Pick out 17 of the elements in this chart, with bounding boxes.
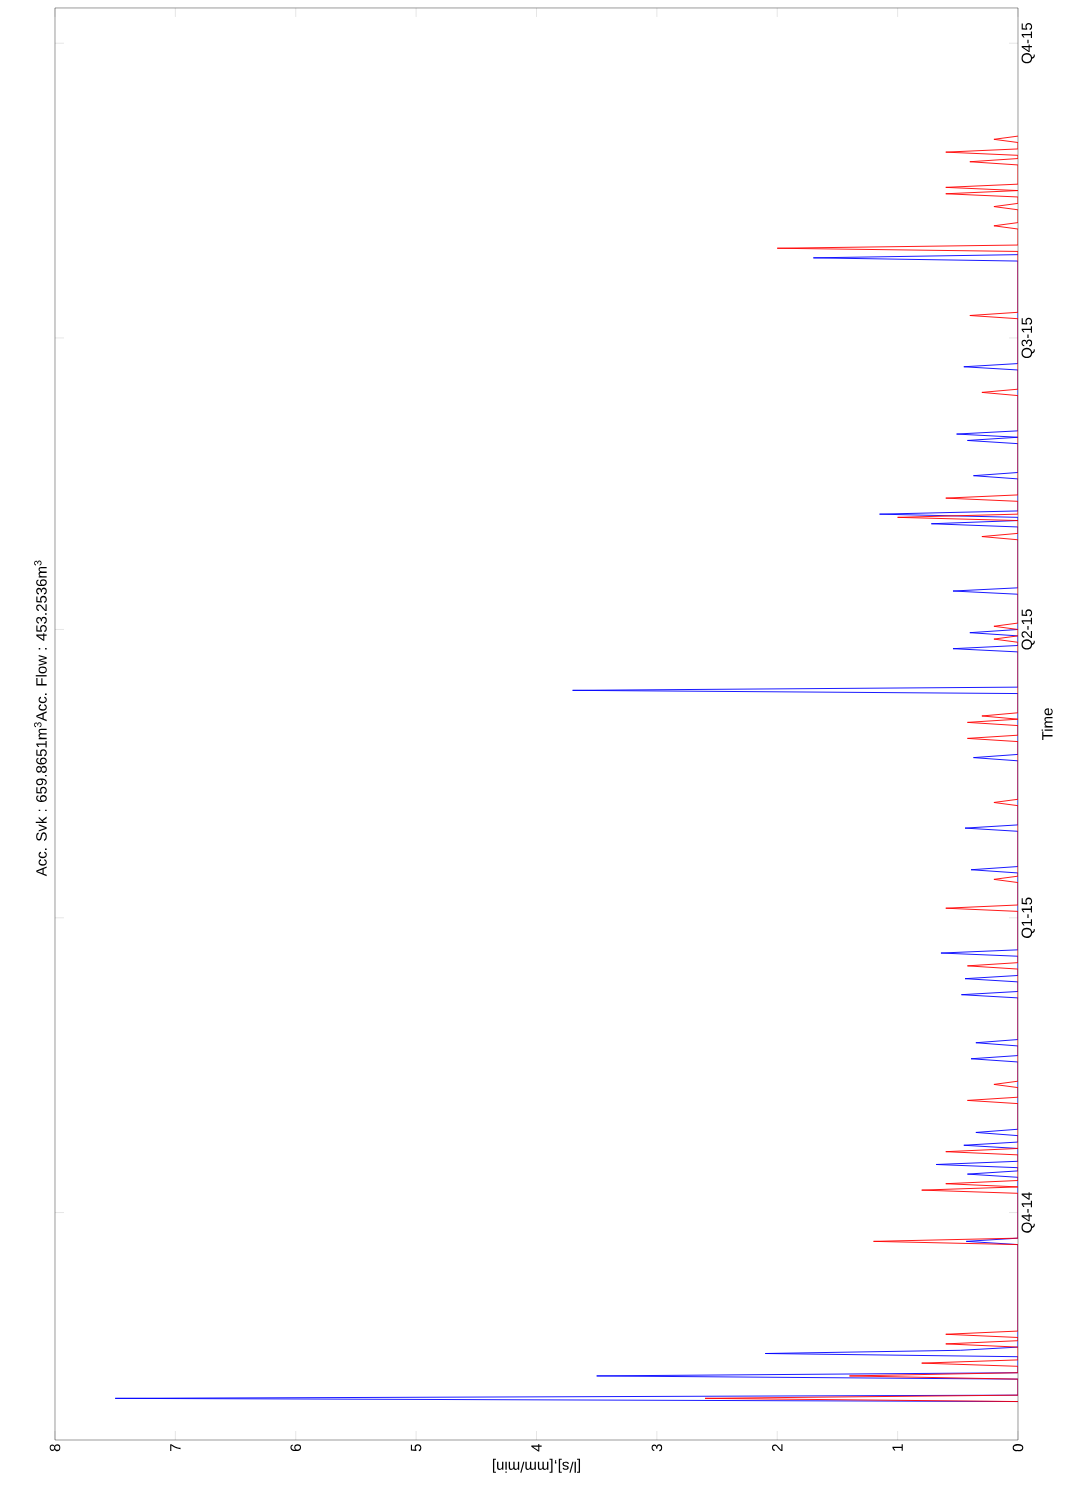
x-tick-label: 4 <box>531 1443 542 1452</box>
y-axis-title: Time <box>1041 708 1053 741</box>
y-tick-label: Q4-15 <box>1021 22 1035 64</box>
x-tick-label: 1 <box>892 1444 903 1451</box>
x-tick-label: 2 <box>772 1444 783 1452</box>
x-tick-label: 5 <box>410 1444 422 1452</box>
text: Acc. Svk : 659.8651m$^{3}$Acc. Flow : 453.2536m$^{3}$ <box>34 560 47 877</box>
y-tick-label: Q2-15 <box>1021 609 1035 650</box>
y-tick-label: Q1-15 <box>1021 897 1035 938</box>
x-tick-label: 8 <box>49 1444 61 1452</box>
x-tick-label: 6 <box>290 1444 302 1452</box>
x-tick-label: 7 <box>170 1444 181 1452</box>
y-tick-label: Q4-14 <box>1021 1192 1035 1233</box>
x-tick-label: 3 <box>651 1444 663 1452</box>
y-tick-label: Q3-15 <box>1021 317 1035 359</box>
x-tick-label: 0 <box>1012 1444 1024 1452</box>
x-axis-title: [l/s],[mm/min] <box>492 1458 581 1473</box>
